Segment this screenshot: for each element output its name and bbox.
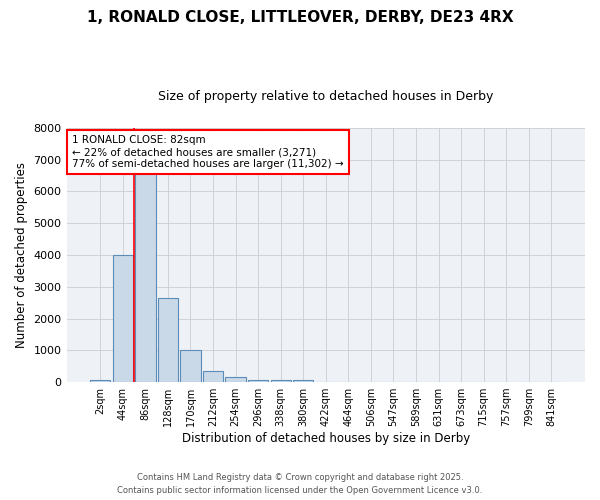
Bar [271,380,291,382]
Title: Size of property relative to detached houses in Derby: Size of property relative to detached ho… [158,90,493,103]
Bar [226,378,246,382]
Bar [113,255,133,382]
X-axis label: Distribution of detached houses by size in Derby: Distribution of detached houses by size … [182,432,470,445]
Bar [181,350,200,382]
Text: 1 RONALD CLOSE: 82sqm
← 22% of detached houses are smaller (3,271)
77% of semi-d: 1 RONALD CLOSE: 82sqm ← 22% of detached … [72,136,343,168]
Bar [203,371,223,382]
Text: 1, RONALD CLOSE, LITTLEOVER, DERBY, DE23 4RX: 1, RONALD CLOSE, LITTLEOVER, DERBY, DE23… [86,10,514,25]
Y-axis label: Number of detached properties: Number of detached properties [15,162,28,348]
Bar [293,380,313,382]
Bar [248,380,268,382]
Bar [158,298,178,382]
Text: Contains HM Land Registry data © Crown copyright and database right 2025.
Contai: Contains HM Land Registry data © Crown c… [118,474,482,495]
Bar [90,380,110,382]
Bar [135,172,155,382]
